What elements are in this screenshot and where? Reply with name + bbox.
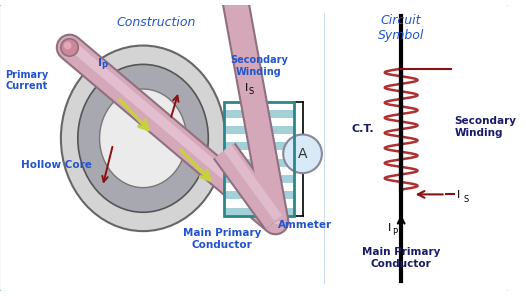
Text: P: P [392, 228, 397, 237]
Text: Secondary
Winding: Secondary Winding [230, 55, 288, 77]
Bar [224, 150, 294, 159]
Text: Hollow Core: Hollow Core [21, 160, 92, 170]
Bar [224, 207, 294, 216]
Circle shape [64, 42, 72, 49]
Text: C.T.: C.T. [351, 124, 374, 134]
Bar [224, 183, 294, 191]
Bar [224, 200, 294, 207]
Ellipse shape [78, 65, 208, 212]
Text: I: I [97, 58, 102, 68]
Bar [224, 110, 294, 118]
Circle shape [61, 39, 78, 56]
Text: S: S [249, 87, 254, 96]
Text: I: I [388, 223, 391, 233]
Bar [224, 118, 294, 126]
Text: Secondary
Winding: Secondary Winding [454, 116, 517, 138]
Text: Main Primary
Conductor: Main Primary Conductor [183, 228, 261, 250]
Text: I: I [245, 83, 248, 93]
Text: Circuit
Symbol: Circuit Symbol [378, 14, 424, 42]
Text: P: P [102, 62, 107, 71]
Text: Ammeter: Ammeter [278, 220, 332, 230]
Bar [224, 167, 294, 175]
Bar [224, 142, 294, 150]
FancyBboxPatch shape [224, 102, 294, 216]
Text: S: S [464, 195, 469, 204]
Bar [224, 159, 294, 167]
Bar [224, 191, 294, 200]
Bar [224, 102, 294, 110]
Text: Primary
Current: Primary Current [5, 70, 49, 91]
Ellipse shape [99, 89, 187, 188]
FancyBboxPatch shape [0, 4, 509, 292]
Text: I: I [457, 190, 460, 200]
Ellipse shape [61, 46, 225, 231]
Bar [224, 134, 294, 142]
Text: A: A [298, 147, 307, 161]
Circle shape [283, 134, 322, 173]
Bar [224, 126, 294, 134]
Text: Construction: Construction [117, 16, 196, 29]
Text: Main Primary
Conductor: Main Primary Conductor [362, 247, 440, 269]
Bar [224, 175, 294, 183]
